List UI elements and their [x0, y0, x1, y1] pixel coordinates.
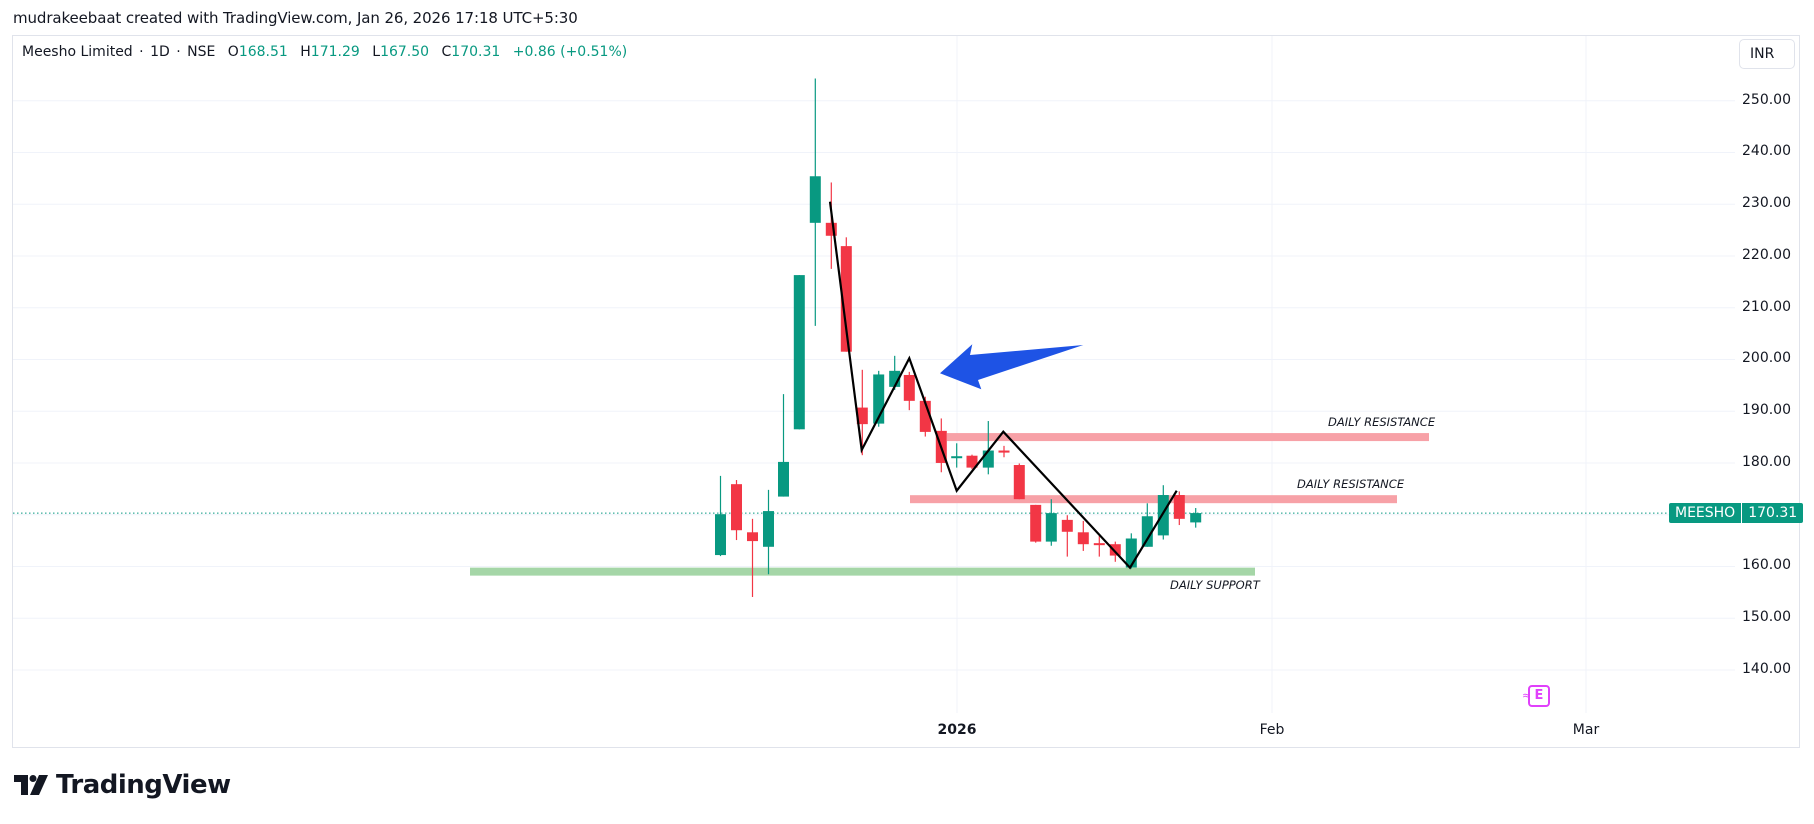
last-price-label: MEESHO 170.31 [1669, 503, 1804, 523]
support-label: DAILY SUPPORT [1170, 578, 1260, 592]
candle [1190, 508, 1202, 528]
support-zone[interactable] [470, 567, 1255, 576]
candle [982, 421, 994, 475]
price-tick: 210.00 [1742, 298, 1791, 315]
price-tick: 150.00 [1742, 609, 1791, 626]
candle [998, 445, 1010, 458]
candle [1045, 499, 1057, 546]
candle [778, 394, 789, 497]
support-resistance-levels[interactable] [470, 433, 1429, 576]
resistance-zone[interactable] [910, 495, 1397, 504]
price-tick: 190.00 [1742, 402, 1791, 419]
blue-arrow-drawing[interactable] [940, 344, 1084, 390]
candle [856, 369, 868, 456]
open-label: O [227, 44, 239, 60]
chart-frame [12, 35, 1800, 748]
price-tick: 240.00 [1742, 143, 1791, 160]
close-value: 170.31 [451, 44, 501, 60]
resistance-upper-label: DAILY RESISTANCE [1328, 415, 1436, 429]
price-label-symbol: MEESHO [1669, 503, 1743, 523]
high-value: 171.29 [310, 44, 360, 60]
candle [1061, 515, 1073, 557]
candle [1173, 491, 1185, 526]
candle [1077, 520, 1089, 551]
tradingview-wordmark: TradingView [56, 770, 231, 800]
price-tick: 180.00 [1742, 453, 1791, 470]
interval[interactable]: 1D [150, 44, 170, 60]
candle [763, 489, 774, 575]
price-tick: 250.00 [1742, 91, 1791, 108]
low-label: L [372, 44, 381, 60]
candle [1030, 504, 1042, 543]
candle [1093, 535, 1105, 557]
candle [966, 454, 978, 470]
earnings-marker-tick-icon: ≈ [1522, 689, 1532, 702]
candle [1013, 463, 1025, 500]
price-tick: 140.00 [1742, 660, 1791, 677]
candle [951, 443, 963, 468]
tradingview-logo[interactable]: TradingView [14, 770, 231, 800]
earnings-icon[interactable]: E [1528, 685, 1550, 707]
candle [903, 371, 915, 411]
close-label: C [441, 44, 452, 60]
price-tick: 230.00 [1742, 195, 1791, 212]
price-tick: 200.00 [1742, 350, 1791, 367]
price-tick: 160.00 [1742, 557, 1791, 574]
candle [1125, 533, 1137, 569]
resistance-lower-label: DAILY RESISTANCE [1297, 477, 1405, 491]
candle [825, 182, 837, 269]
candle [747, 518, 758, 597]
open-value: 168.51 [238, 44, 288, 60]
chart-credit: mudrakeebaat created with TradingView.co… [13, 9, 578, 27]
high-label: H [300, 44, 311, 60]
currency-button[interactable]: INR [1739, 39, 1795, 69]
low-value: 167.50 [380, 44, 430, 60]
grid-lines [13, 36, 1735, 713]
candlestick-series [715, 78, 1202, 597]
change-value: +0.86 (+0.51%) [512, 44, 628, 60]
symbol-legend: Meesho Limited · 1D · NSE O168.51 H171.2… [22, 44, 628, 60]
candle [731, 480, 742, 541]
resistance-zone[interactable] [947, 433, 1429, 442]
time-axis-mar: Mar [1572, 722, 1600, 738]
candle [793, 275, 805, 430]
price-label-value: 170.31 [1742, 503, 1804, 523]
tradingview-logo-icon [14, 775, 48, 795]
time-axis-feb: Feb [1259, 722, 1285, 738]
candle [715, 475, 726, 557]
candle [809, 78, 821, 326]
exchange: NSE [187, 44, 216, 60]
price-tick: 220.00 [1742, 246, 1791, 263]
time-axis-2026: 2026 [937, 722, 977, 738]
symbol-name[interactable]: Meesho Limited [22, 44, 133, 60]
zigzag-drawing[interactable] [828, 201, 1178, 570]
